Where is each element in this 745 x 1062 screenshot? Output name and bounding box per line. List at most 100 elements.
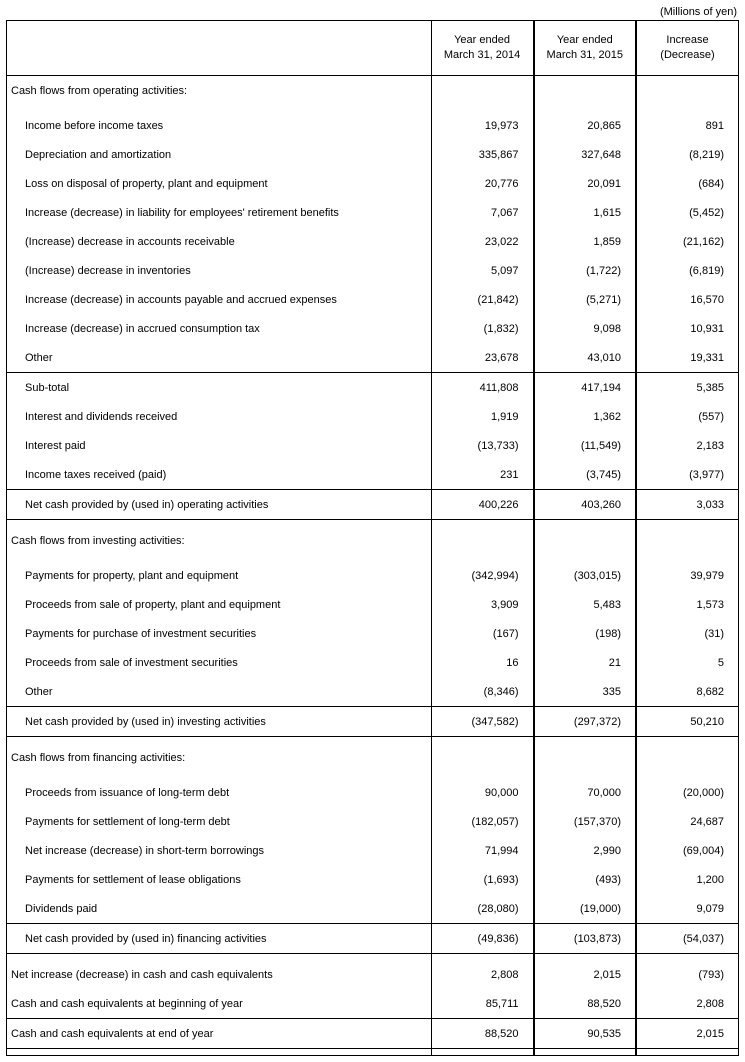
cell-value: (793) [636,960,739,989]
table-row: Net cash provided by (used in) financing… [7,924,739,954]
row-label: Increase (decrease) in accrued consumpti… [7,314,432,343]
cell-value: (8,346) [431,677,533,707]
cell-value: 5,385 [636,373,739,403]
row-label: Cash and cash equivalents at beginning o… [7,989,432,1019]
table-row: Increase (decrease) in accounts payable … [7,285,739,314]
cell-value: (493) [534,865,636,894]
cell-value: (31) [636,619,739,648]
table-row: Payments for property, plant and equipme… [7,561,739,590]
cell-value: 16,570 [636,285,739,314]
cell-value: 1,615 [534,198,636,227]
cell-value: 19,331 [636,343,739,373]
table-row: Cash flows from financing activities: [7,743,739,772]
table-row: Net cash provided by (used in) operating… [7,490,739,520]
cell-value: (1,832) [431,314,533,343]
cell-value: (347,582) [431,707,533,737]
cell-value [636,743,739,772]
cell-value: (684) [636,169,739,198]
table-row: Income before income taxes19,97320,86589… [7,111,739,140]
cell-value: 9,098 [534,314,636,343]
cell-value: 3,909 [431,590,533,619]
header-col-2014: Year endedMarch 31, 2014 [431,21,533,76]
cell-value: 411,808 [431,373,533,403]
unit-note: (Millions of yen) [6,6,737,18]
table-row: Year endedMarch 31, 2014Year endedMarch … [7,21,739,76]
table-row: Payments for settlement of lease obligat… [7,865,739,894]
table-row: Interest and dividends received1,9191,36… [7,402,739,431]
cell-value: 2,015 [534,960,636,989]
cell-value: 8,682 [636,677,739,707]
cell-value: (13,733) [431,431,533,460]
cell-value [431,526,533,555]
cell-value: 2,183 [636,431,739,460]
row-label: Payments for purchase of investment secu… [7,619,432,648]
cell-value: 88,520 [431,1019,533,1049]
cell-value: 20,091 [534,169,636,198]
cell-value [636,76,739,106]
cell-value: (6,819) [636,256,739,285]
cell-value: (297,372) [534,707,636,737]
header-blank [7,21,432,76]
row-label: Proceeds from sale of property, plant an… [7,590,432,619]
cell-value: 891 [636,111,739,140]
cell-value: (1,722) [534,256,636,285]
table-row: Increase (decrease) in liability for emp… [7,198,739,227]
table-row: Net increase (decrease) in cash and cash… [7,960,739,989]
row-label: (Increase) decrease in inventories [7,256,432,285]
table-row: Cash flows from investing activities: [7,526,739,555]
table-row: (Increase) decrease in accounts receivab… [7,227,739,256]
cell-value: 400,226 [431,490,533,520]
row-label: Other [7,677,432,707]
table-row: Sub-total411,808417,1945,385 [7,373,739,403]
cell-value: 9,079 [636,894,739,924]
table-row: Income taxes received (paid)231(3,745)(3… [7,460,739,490]
cell-value: 231 [431,460,533,490]
cashflow-table: Year endedMarch 31, 2014Year endedMarch … [6,20,739,1056]
cell-value: 10,931 [636,314,739,343]
row-label: Proceeds from issuance of long-term debt [7,778,432,807]
cell-value [534,743,636,772]
cell-value: 1,200 [636,865,739,894]
cell-value: 2,808 [636,989,739,1019]
row-label: Net increase (decrease) in short-term bo… [7,836,432,865]
cell-value: 335 [534,677,636,707]
cell-value: (28,080) [431,894,533,924]
header-col-change: Increase(Decrease) [636,21,739,76]
cell-value: (8,219) [636,140,739,169]
cell-value: 21 [534,648,636,677]
row-label: Cash and cash equivalents at end of year [7,1019,432,1049]
cell-value: 88,520 [534,989,636,1019]
cell-value: 2,990 [534,836,636,865]
cell-value: (21,162) [636,227,739,256]
cell-value: (3,977) [636,460,739,490]
table-row [7,1049,739,1056]
cell-value: 2,808 [431,960,533,989]
cell-value: (3,745) [534,460,636,490]
cell-value: 50,210 [636,707,739,737]
row-label: Other [7,343,432,373]
cell-value: 1,919 [431,402,533,431]
table-row: Proceeds from issuance of long-term debt… [7,778,739,807]
cell-value: 20,776 [431,169,533,198]
cell-value: 5 [636,648,739,677]
row-label: Sub-total [7,373,432,403]
cell-value [431,76,533,106]
cell-value: (69,004) [636,836,739,865]
cell-value: 90,000 [431,778,533,807]
cell-value: (1,693) [431,865,533,894]
cell-value: (20,000) [636,778,739,807]
table-row: Dividends paid(28,080)(19,000)9,079 [7,894,739,924]
table-row: Cash flows from operating activities: [7,76,739,106]
cell-value [534,526,636,555]
cell-value: 403,260 [534,490,636,520]
cell-value: 23,678 [431,343,533,373]
cell-value: (198) [534,619,636,648]
cell-value: (5,271) [534,285,636,314]
row-label: Cash flows from financing activities: [7,743,432,772]
row-label: Dividends paid [7,894,432,924]
row-label: Interest and dividends received [7,402,432,431]
cell-value: 16 [431,648,533,677]
cell-value: 327,648 [534,140,636,169]
row-label: Net increase (decrease) in cash and cash… [7,960,432,989]
cell-value: 5,097 [431,256,533,285]
